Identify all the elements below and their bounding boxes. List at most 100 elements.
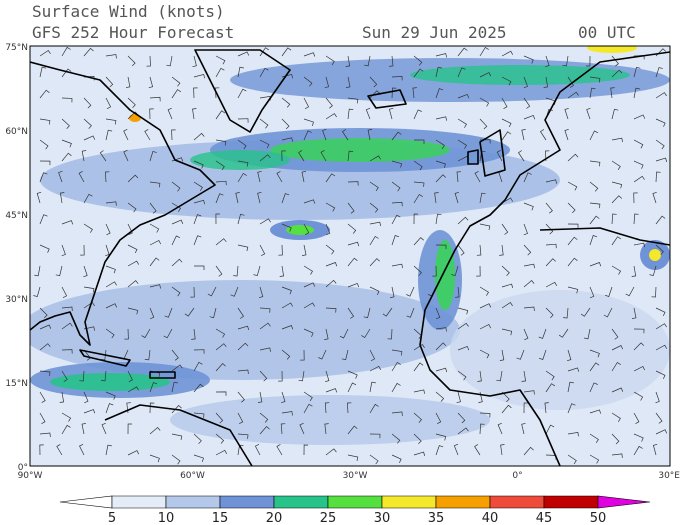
wind-barb (545, 202, 553, 214)
wind-barb (435, 391, 445, 402)
wind-barb (540, 129, 547, 141)
wind-barb (149, 284, 161, 289)
wind-barb (259, 118, 269, 129)
wind-barb (655, 391, 660, 404)
wind-barb (457, 370, 467, 381)
wind-barb (124, 328, 129, 340)
colorbar-label: 30 (374, 511, 391, 525)
wind-barb (127, 174, 139, 183)
wind-barb (633, 242, 645, 248)
wind-barb (105, 201, 117, 206)
wind-barb (655, 157, 668, 163)
wind-barb (580, 307, 591, 317)
wind-barb (61, 68, 72, 78)
wind-barb (432, 265, 437, 277)
wind-barb (589, 362, 600, 372)
wind-barb (545, 223, 554, 235)
colorbar-swatch (435, 495, 491, 509)
wind-barb (474, 170, 481, 183)
wind-barb (193, 433, 202, 445)
wind-barb (479, 223, 491, 230)
wind-barb (391, 76, 403, 81)
wind-barb (655, 215, 666, 225)
wind-barb (523, 202, 534, 211)
wind-barb (171, 235, 181, 246)
wind-barb (281, 391, 286, 404)
wind-barb (259, 218, 271, 225)
wind-barb (149, 307, 155, 320)
wind-barb (382, 307, 393, 317)
wind-barb (369, 181, 379, 192)
wind-barb (276, 171, 283, 183)
title: Surface Wind (knots) (32, 2, 225, 21)
wind-barb (257, 191, 262, 204)
wind-barb (347, 382, 357, 393)
wind-barb (127, 97, 136, 108)
wind-barb (281, 193, 290, 204)
wind-barb (237, 325, 250, 331)
wind-barb (369, 155, 381, 162)
wind-barb (434, 192, 439, 204)
wind-barb (611, 328, 619, 340)
wind-barb (237, 51, 250, 57)
wind-barb (391, 235, 400, 246)
wind-barb (281, 137, 293, 142)
wind-barb (341, 349, 349, 361)
wind-barb (300, 349, 305, 361)
wind-barb (127, 223, 133, 236)
wind-barb (538, 328, 547, 339)
wind-barb (611, 213, 617, 225)
wind-barb (435, 160, 446, 168)
wind-barb (586, 107, 591, 120)
wind-barb (585, 55, 591, 67)
wind-barb (83, 47, 94, 57)
wind-barb (298, 150, 305, 162)
wind-barb (61, 349, 73, 354)
wind-barb (413, 181, 425, 187)
wind-barb (303, 302, 315, 309)
wind-barb (347, 454, 359, 461)
wind-barb (164, 307, 173, 318)
wind-barb (171, 181, 181, 192)
wind-barb (544, 402, 549, 414)
wind-barb (501, 404, 512, 414)
wind-barb (83, 286, 95, 293)
wind-barb (61, 322, 73, 330)
wind-barb (413, 194, 423, 204)
longitude-label: 0° (512, 471, 522, 481)
wind-barb (414, 139, 425, 144)
wind-barb (100, 370, 107, 382)
wind-barb (567, 181, 578, 191)
wind-barb (347, 97, 359, 104)
wind-barb (563, 307, 569, 319)
wind-barb (141, 328, 151, 339)
wind-barb (589, 87, 596, 99)
wind-barb (655, 344, 668, 351)
wind-barb (497, 422, 503, 435)
wind-barb (435, 213, 442, 225)
wind-barb (456, 391, 461, 404)
wind-barb (363, 307, 371, 319)
wind-barb (105, 223, 111, 236)
wind-barb (347, 370, 358, 379)
wind-barb (545, 370, 555, 381)
wind-barb (633, 192, 638, 204)
wind-barb (564, 128, 569, 141)
wind-barb (215, 238, 227, 246)
wind-barb (611, 387, 624, 393)
wind-barb (435, 342, 447, 351)
wind-barb (611, 362, 621, 372)
wind-barb (257, 391, 263, 403)
wind-barb (655, 412, 663, 424)
wind-barb (651, 286, 657, 298)
wind-barb (193, 132, 205, 141)
wind-barb (558, 328, 569, 338)
wind-barb (105, 54, 117, 59)
wind-barb (303, 391, 313, 402)
map-area (30, 46, 670, 466)
wind-barb (589, 181, 599, 192)
wind-barb (105, 129, 113, 141)
wind-barb (61, 306, 73, 312)
wind-barb (391, 201, 403, 207)
wind-barb (259, 47, 269, 57)
